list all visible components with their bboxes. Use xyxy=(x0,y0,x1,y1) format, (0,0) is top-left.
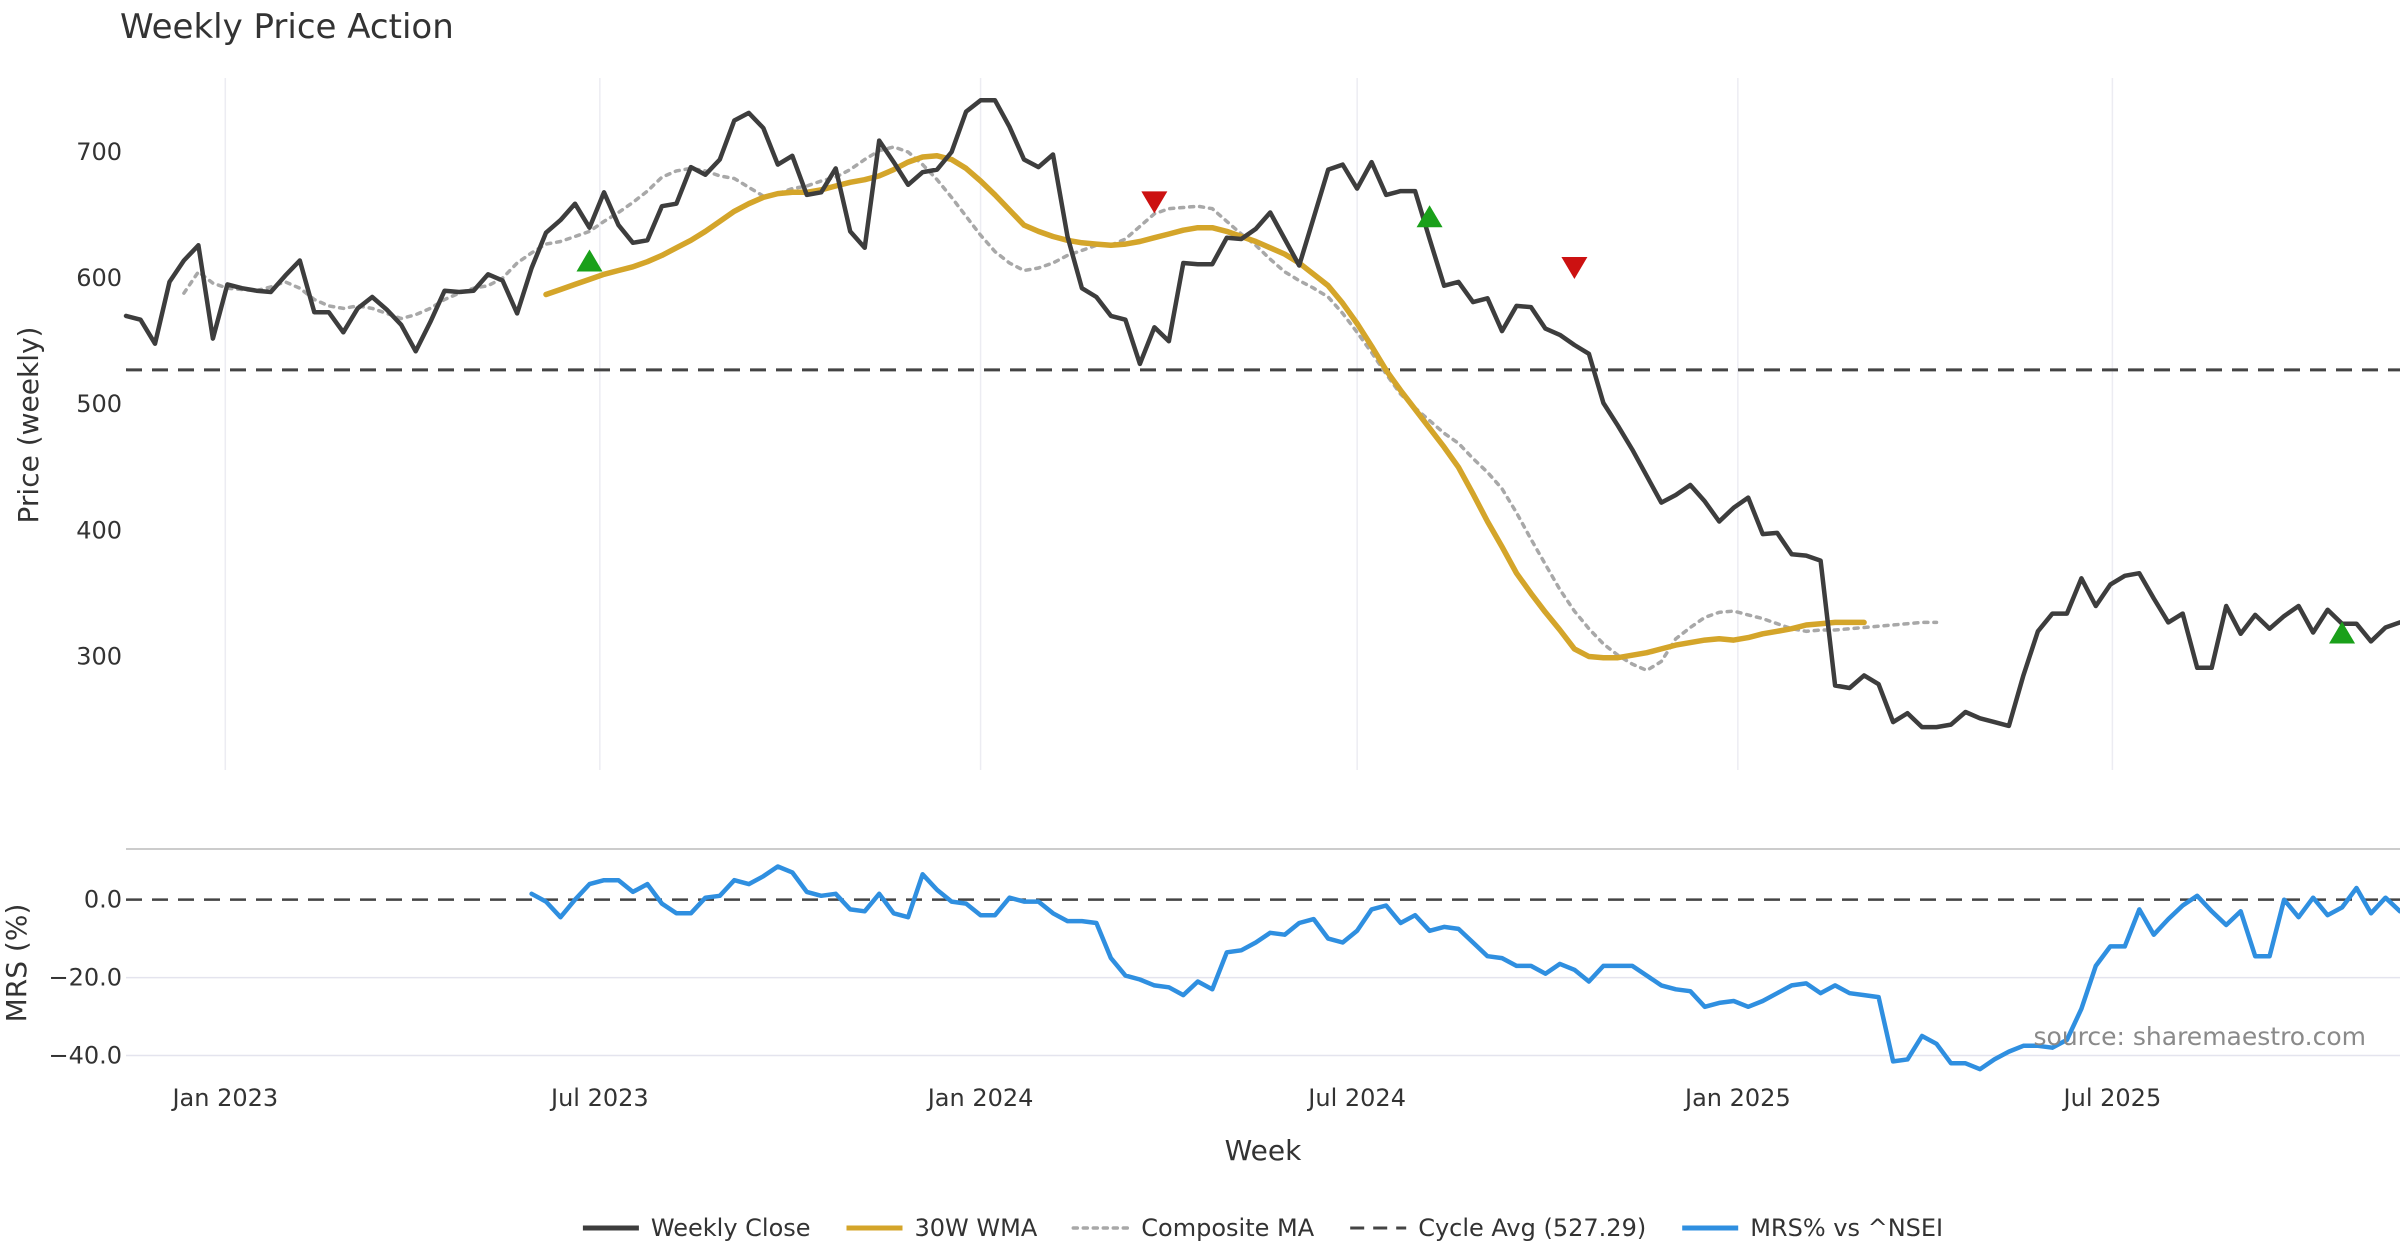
x-tick-label: Jan 2025 xyxy=(1683,1084,1791,1112)
mrs-line xyxy=(529,864,2400,1072)
legend-label: Cycle Avg (527.29) xyxy=(1418,1214,1646,1242)
mrs-y-tick-label: −40.0 xyxy=(48,1042,122,1070)
buy-signal-marker xyxy=(1416,205,1443,228)
price-y-tick-label: 700 xyxy=(76,138,122,166)
sell-signal-marker xyxy=(1561,257,1588,280)
legend-item: 30W WMA xyxy=(846,1214,1038,1242)
legend-item: MRS% vs ^NSEI xyxy=(1682,1214,1943,1242)
legend: Weekly Close 30W WMA Composite MA Cycle Avg… xyxy=(582,1214,1943,1242)
price-y-axis-title: Price (weekly) xyxy=(12,327,45,524)
x-axis-title: Week xyxy=(1225,1134,1302,1167)
mrs-y-ticks: 0.0 −20.0 −40.0 xyxy=(48,886,122,1070)
mrs-series-group xyxy=(529,864,2400,1072)
x-tick-label: Jan 2023 xyxy=(170,1084,278,1112)
buy-signal-marker xyxy=(2329,621,2356,644)
price-series-group xyxy=(123,98,2400,730)
buy-signal-marker xyxy=(576,249,603,272)
sell-signal-marker xyxy=(1141,191,1168,214)
price-gridlines xyxy=(224,78,2114,770)
x-axis-ticks: Jan 2023 Jul 2023 Jan 2024 Jul 2024 Jan 2025… xyxy=(170,1084,2161,1112)
x-tick-label: Jan 2024 xyxy=(926,1084,1034,1112)
legend-item: Cycle Avg (527.29) xyxy=(1350,1214,1646,1242)
chart-title: Weekly Price Action xyxy=(120,7,454,47)
legend-item: Weekly Close xyxy=(582,1214,811,1242)
30w-wma-line xyxy=(543,153,1867,661)
x-tick-label: Jul 2025 xyxy=(2062,1084,2162,1112)
x-tick-label: Jul 2024 xyxy=(1306,1084,1406,1112)
price-y-tick-label: 400 xyxy=(76,516,122,544)
source-annotation: source: sharemaestro.com xyxy=(2034,1022,2367,1051)
price-y-tick-label: 300 xyxy=(76,642,122,670)
legend-label: MRS% vs ^NSEI xyxy=(1750,1214,1943,1242)
mrs-gridlines xyxy=(126,898,2400,1057)
legend-label: Weekly Close xyxy=(651,1214,811,1242)
legend-label: 30W WMA xyxy=(915,1214,1038,1242)
price-y-ticks: 300 400 500 600 700 xyxy=(76,138,122,671)
mrs-y-tick-label: −20.0 xyxy=(48,964,122,992)
price-y-tick-label: 600 xyxy=(76,264,122,292)
legend-label: Composite MA xyxy=(1141,1214,1314,1242)
weekly-close-line xyxy=(123,98,2400,730)
mrs-y-tick-label: 0.0 xyxy=(84,886,122,914)
signal-markers xyxy=(576,191,2356,644)
price-y-tick-label: 500 xyxy=(76,390,122,418)
x-tick-label: Jul 2023 xyxy=(549,1084,649,1112)
composite-ma-line xyxy=(182,145,1939,673)
legend-item: Composite MA xyxy=(1071,1214,1315,1242)
mrs-y-axis-title: MRS (%) xyxy=(0,904,33,1023)
